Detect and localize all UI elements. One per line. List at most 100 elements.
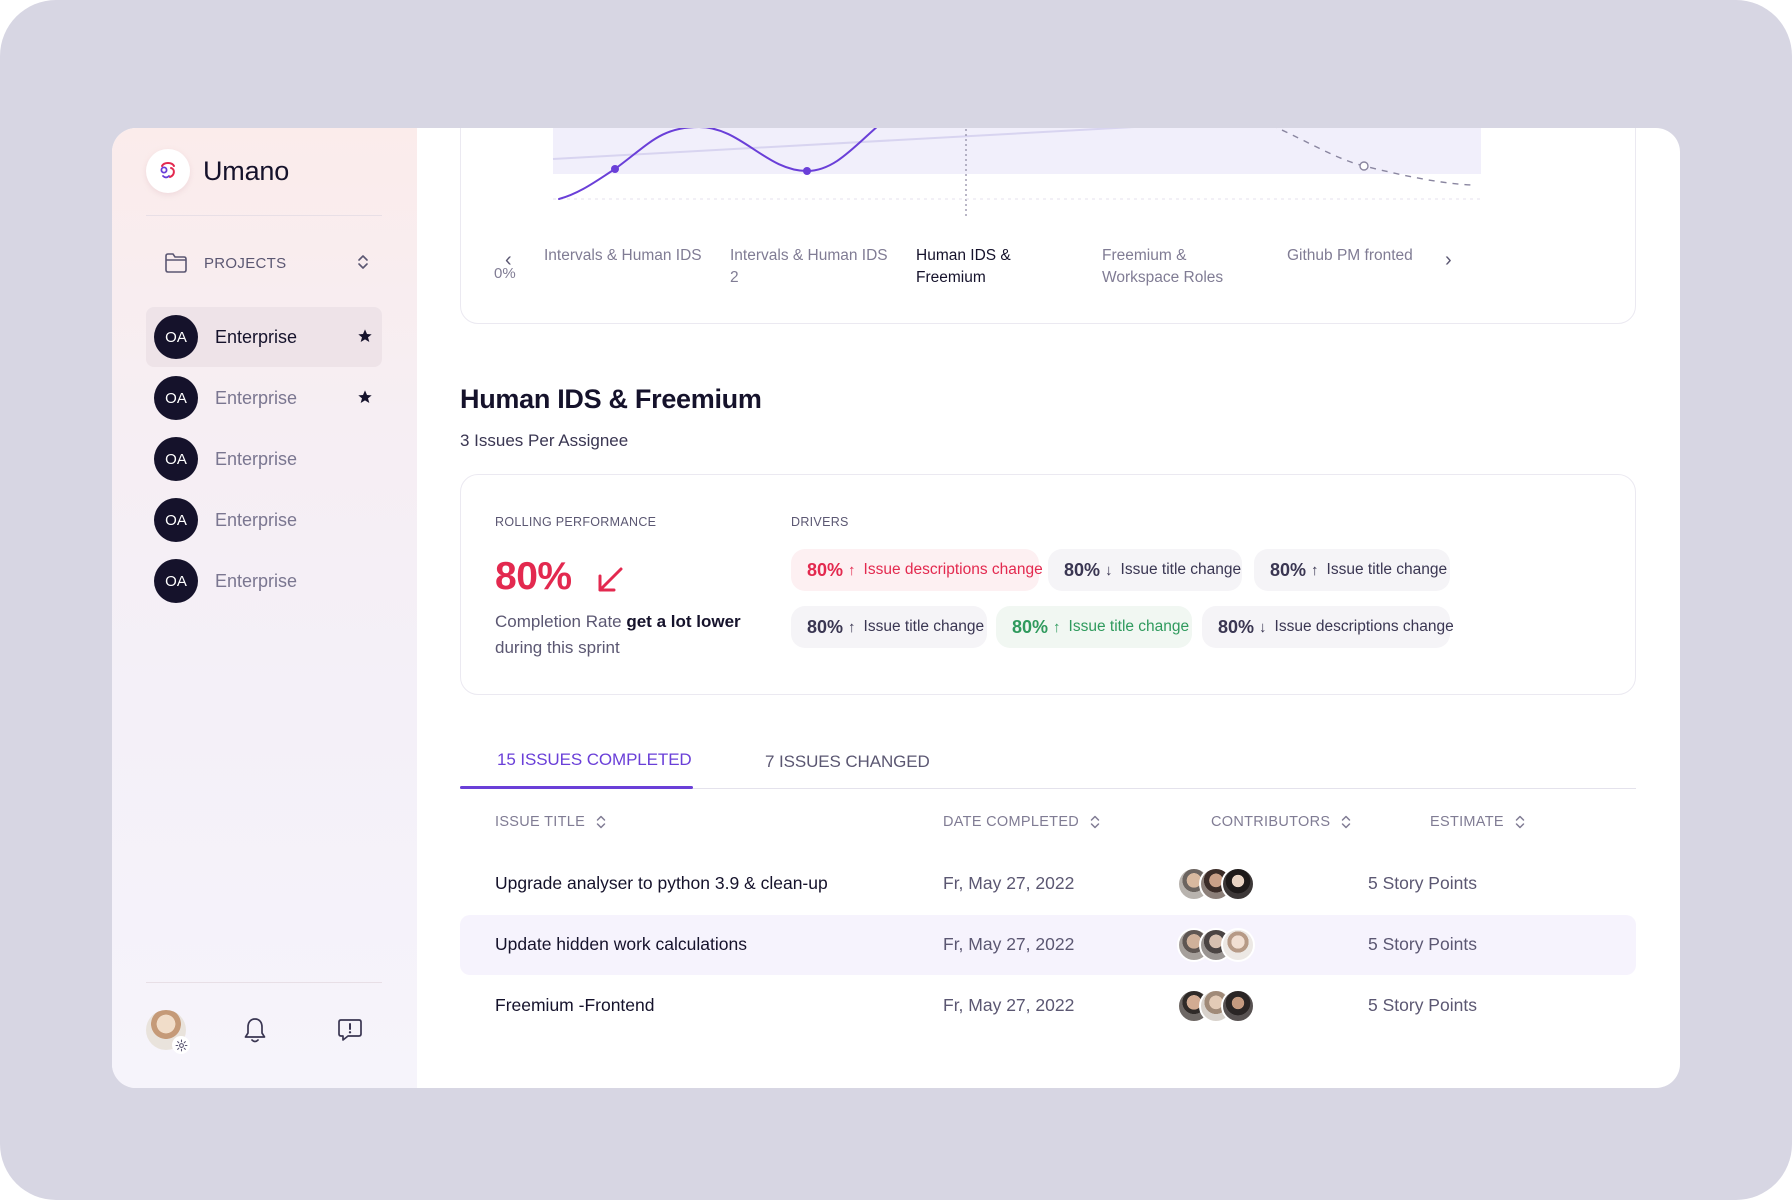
sort-icon[interactable] xyxy=(1089,814,1101,830)
series-solid-line xyxy=(558,128,878,200)
line-chart xyxy=(552,128,1481,217)
section-title: Human IDS & Freemium xyxy=(460,384,762,414)
driver-pill[interactable]: 80% ↑ Issue descriptions change xyxy=(791,549,1043,591)
sidebar-divider xyxy=(146,982,382,983)
sidebar-item-enterprise-4[interactable]: OA Enterprise xyxy=(146,490,382,550)
main-content: 0% ‹ Intervals & Human IDS Intervals & H… xyxy=(417,128,1680,1088)
issue-title: Freemium -Frontend xyxy=(495,995,655,1015)
driver-pill[interactable]: 80% ↑ Issue title change xyxy=(996,606,1192,648)
desc-bold: get a lot lower xyxy=(626,612,741,631)
projects-label: PROJECTS xyxy=(204,254,287,272)
contributor-avatar xyxy=(1221,867,1255,901)
y-tick-label: 0% xyxy=(494,265,516,282)
project-avatar: OA xyxy=(154,559,198,603)
sort-icon[interactable] xyxy=(1340,814,1352,830)
sidebar-item-enterprise-2[interactable]: OA Enterprise xyxy=(146,368,382,428)
header-issue-title[interactable]: ISSUE TITLE xyxy=(495,814,607,830)
tabs: 15 ISSUES COMPLETED 7 ISSUES CHANGED xyxy=(460,714,1636,789)
driver-value: 80% xyxy=(1064,559,1101,580)
arrow-up-icon: ↑ xyxy=(848,561,856,579)
tab-issues-completed[interactable]: 15 ISSUES COMPLETED xyxy=(497,750,692,769)
estimate: 5 Story Points xyxy=(1368,934,1477,954)
project-name: Enterprise xyxy=(215,509,298,530)
series-point xyxy=(611,165,619,173)
x-label[interactable]: Github PM fronted xyxy=(1287,247,1413,264)
chevron-updown-icon xyxy=(358,255,368,269)
header-estimate[interactable]: ESTIMATE xyxy=(1430,814,1526,830)
sort-icon[interactable] xyxy=(1514,814,1526,830)
trend-line xyxy=(552,128,1134,160)
contributor-avatar xyxy=(1221,928,1255,962)
table-row[interactable]: Freemium -Frontend Fr, May 27, 2022 5 St… xyxy=(460,976,1636,1036)
driver-pill[interactable]: 80% ↑ Issue title change xyxy=(791,606,987,648)
x-label[interactable]: Intervals & Human IDS xyxy=(544,247,702,264)
sort-icon[interactable] xyxy=(595,814,607,830)
header-label: CONTRIBUTORS xyxy=(1211,814,1331,830)
arrow-up-icon: ↑ xyxy=(1311,561,1319,579)
sidebar-divider xyxy=(146,215,382,216)
estimate: 5 Story Points xyxy=(1368,995,1477,1015)
driver-pill[interactable]: 80% ↓ Issue title change xyxy=(1048,549,1242,591)
header-date-completed[interactable]: DATE COMPLETED xyxy=(943,814,1101,830)
sidebar: Umano PROJECTS OA Enterprise OA Enterpri… xyxy=(112,128,417,1088)
project-avatar: OA xyxy=(154,437,198,481)
folder-icon xyxy=(165,253,187,273)
table-row[interactable]: Upgrade analyser to python 3.9 & clean-u… xyxy=(460,854,1636,914)
date-completed: Fr, May 27, 2022 xyxy=(943,995,1075,1015)
active-tab-underline xyxy=(460,786,693,789)
header-label: DATE COMPLETED xyxy=(943,814,1080,830)
arrow-down-left-icon xyxy=(598,567,623,592)
performance-value: 80% xyxy=(495,555,572,598)
feedback-icon[interactable] xyxy=(337,1016,363,1044)
star-icon[interactable] xyxy=(357,328,373,344)
chevron-left-icon[interactable]: ‹ xyxy=(505,249,512,271)
driver-pill[interactable]: 80% ↓ Issue descriptions change xyxy=(1202,606,1454,648)
project-avatar: OA xyxy=(154,376,198,420)
series-point xyxy=(1359,161,1369,171)
umano-logo-icon xyxy=(146,149,190,193)
project-name: Enterprise xyxy=(215,448,298,469)
sidebar-item-enterprise-5[interactable]: OA Enterprise xyxy=(146,551,382,611)
header-contributors[interactable]: CONTRIBUTORS xyxy=(1211,814,1352,830)
performance-description: Completion Rate get a lot lower during t… xyxy=(495,609,755,661)
sidebar-item-enterprise-1[interactable]: OA Enterprise xyxy=(146,307,382,367)
issue-title: Update hidden work calculations xyxy=(495,934,747,954)
chevron-right-icon[interactable]: › xyxy=(1445,249,1452,271)
contributors-group[interactable] xyxy=(1177,928,1257,962)
projects-selector[interactable]: PROJECTS xyxy=(146,238,382,288)
brand[interactable]: Umano xyxy=(146,149,289,193)
arrow-down-icon: ↓ xyxy=(1259,618,1267,636)
desc-post: during this sprint xyxy=(495,638,620,657)
bell-icon[interactable] xyxy=(242,1016,268,1044)
chart-card: 0% ‹ Intervals & Human IDS Intervals & H… xyxy=(460,128,1636,324)
user-avatar[interactable] xyxy=(146,1010,190,1054)
performance-card: ROLLING PERFORMANCE 80% Completion Rate … xyxy=(460,474,1636,695)
estimate: 5 Story Points xyxy=(1368,873,1477,893)
driver-text: Issue title change xyxy=(1068,618,1190,635)
drivers-caption: DRIVERS xyxy=(791,515,849,529)
star-icon[interactable] xyxy=(357,389,373,405)
settings-gear-icon[interactable] xyxy=(172,1036,190,1054)
series-point xyxy=(803,167,811,175)
issue-title: Upgrade analyser to python 3.9 & clean-u… xyxy=(495,873,828,893)
date-completed: Fr, May 27, 2022 xyxy=(943,873,1075,893)
driver-text: Issue descriptions change xyxy=(863,561,1043,578)
chart-band xyxy=(553,128,1481,174)
x-label[interactable]: Intervals & Human IDS 2 xyxy=(730,247,888,286)
section-subtitle: 3 Issues Per Assignee xyxy=(460,431,629,450)
app-window: Umano PROJECTS OA Enterprise OA Enterpri… xyxy=(112,128,1680,1088)
driver-text: Issue descriptions change xyxy=(1274,618,1454,635)
arrow-down-icon: ↓ xyxy=(1105,561,1113,579)
sidebar-item-enterprise-3[interactable]: OA Enterprise xyxy=(146,429,382,489)
contributors-group[interactable] xyxy=(1177,867,1257,901)
driver-value: 80% xyxy=(1012,616,1049,637)
x-label-selected[interactable]: Human IDS & Freemium xyxy=(916,247,1011,286)
driver-pill[interactable]: 80% ↑ Issue title change xyxy=(1254,549,1450,591)
tab-issues-changed[interactable]: 7 ISSUES CHANGED xyxy=(765,752,930,771)
contributors-group[interactable] xyxy=(1177,989,1257,1023)
driver-value: 80% xyxy=(1218,616,1255,637)
project-name: Enterprise xyxy=(215,387,298,408)
table-row[interactable]: Update hidden work calculations Fr, May … xyxy=(460,915,1636,975)
app-name: Umano xyxy=(203,155,290,186)
x-label[interactable]: Freemium & Workspace Roles xyxy=(1102,247,1224,286)
